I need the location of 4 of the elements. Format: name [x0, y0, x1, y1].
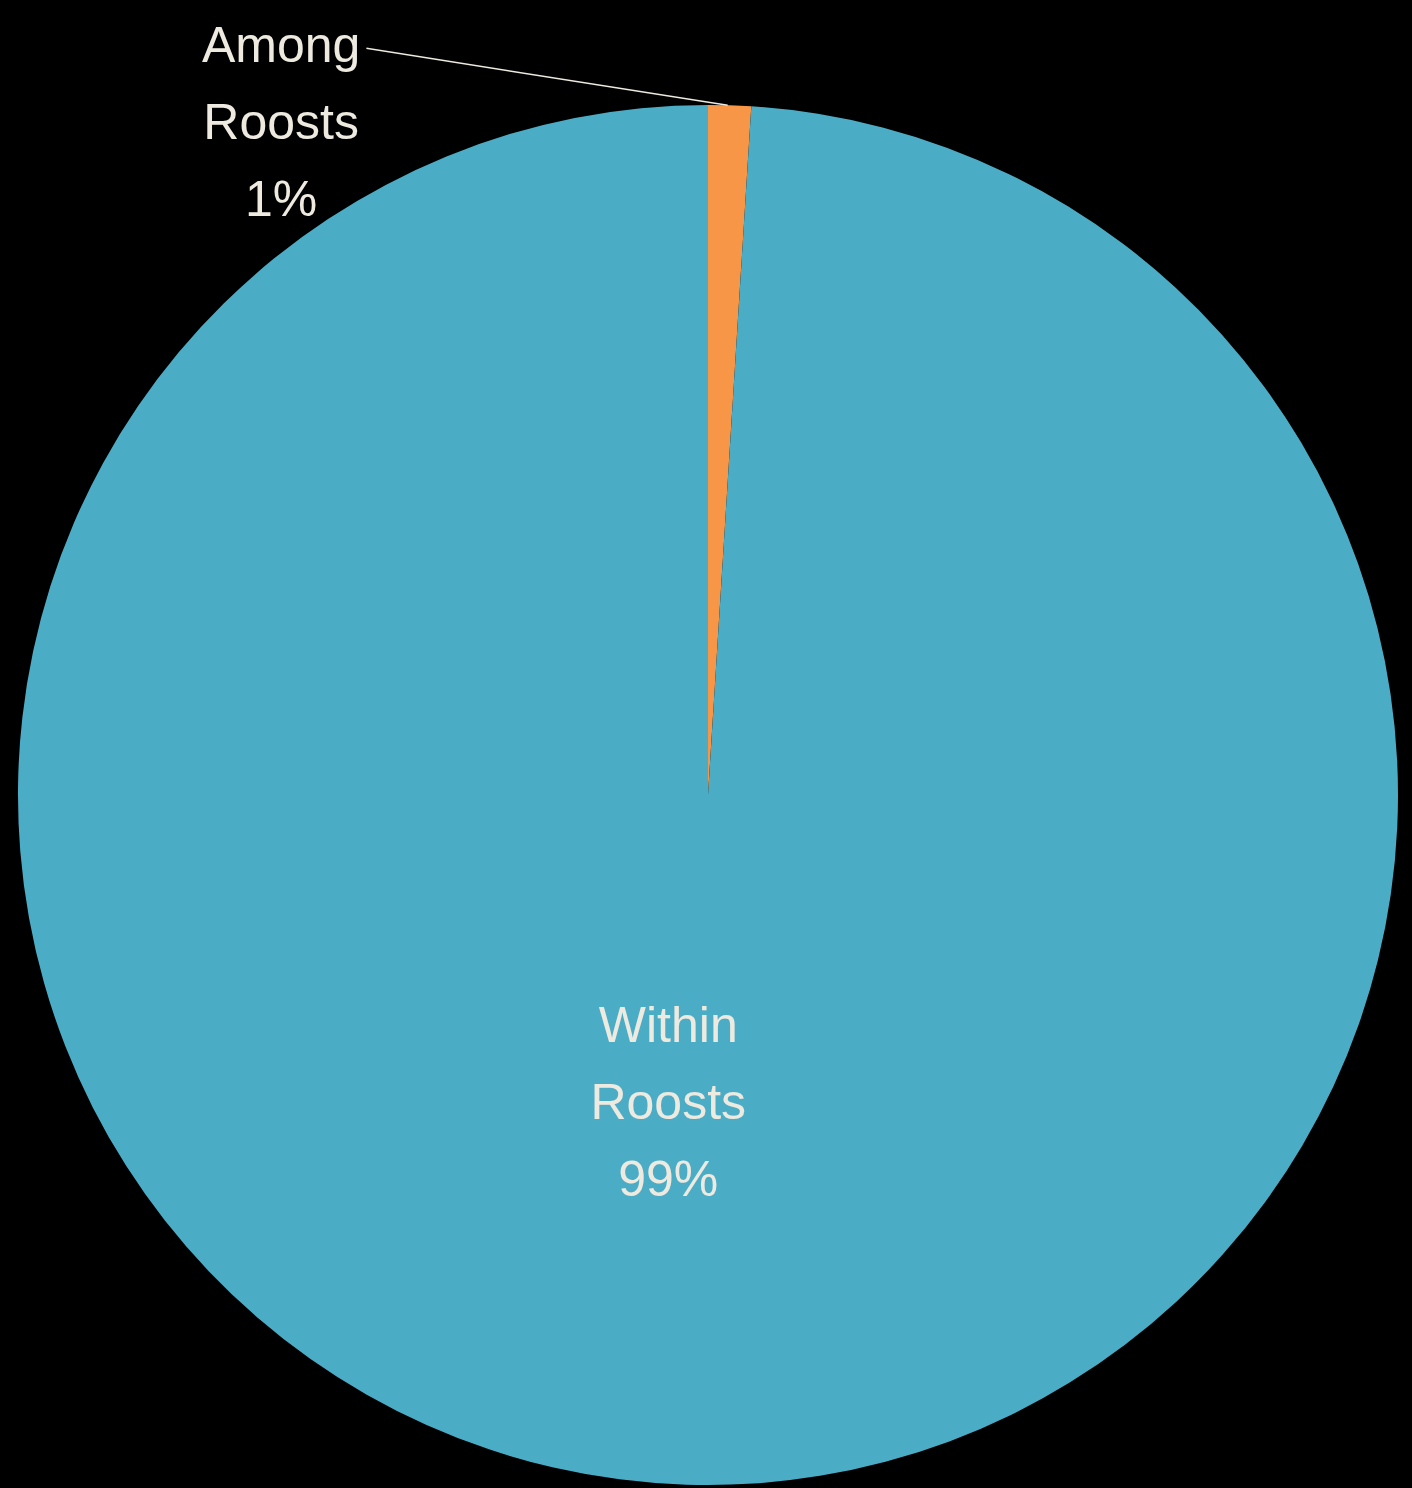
data-label: 99% [618, 1151, 719, 1208]
slice-label: Within Roosts [590, 997, 747, 1131]
slice-label: Among Roosts [201, 17, 361, 151]
data-label: 1% [245, 171, 318, 228]
